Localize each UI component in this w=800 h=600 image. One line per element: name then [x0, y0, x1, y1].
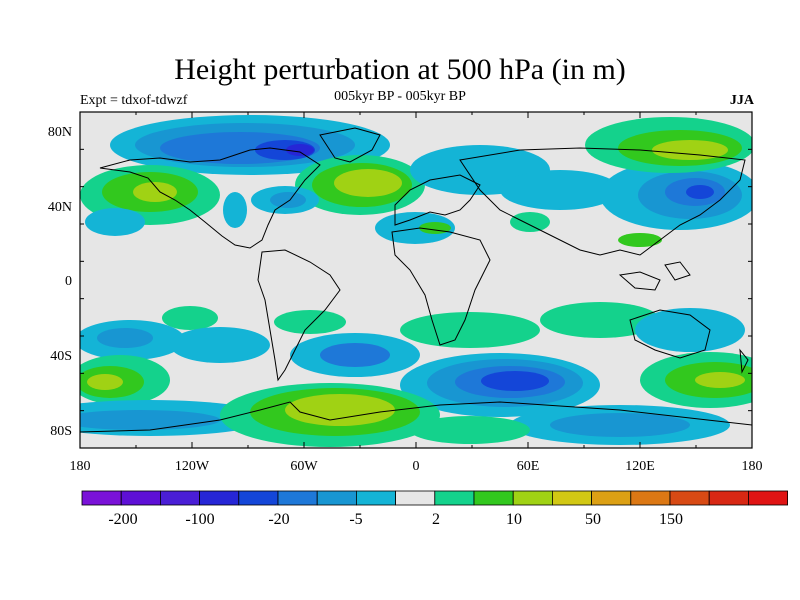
x-tick-label: 60W: [290, 459, 318, 474]
colorbar-swatch: [316, 490, 357, 506]
x-tick-label: 120E: [625, 459, 655, 474]
colorbar-label: -5: [349, 511, 362, 528]
colorbar-label: -100: [185, 511, 214, 528]
colorbar-swatch: [81, 490, 122, 506]
x-tick-label: 180: [742, 459, 763, 474]
y-tick-label: 40N: [48, 200, 72, 215]
axis-ticks: [79, 111, 753, 449]
experiment-label: Expt = tdxof-tdwzf: [80, 93, 188, 108]
y-tick-label: 40S: [50, 349, 72, 364]
colorbar-swatch: [120, 490, 161, 506]
colorbar-swatch: [238, 490, 279, 506]
colorbar-swatch: [199, 490, 240, 506]
colorbar-swatch: [395, 490, 436, 506]
colorbar-labels: -200 -100 -20 -5 2 10 50 150: [108, 511, 683, 528]
y-axis-labels: 80N 40N 0 40S 80S: [48, 125, 72, 439]
colorbar-swatch: [630, 490, 671, 506]
x-tick-label: 180: [70, 459, 91, 474]
colorbar-swatch: [434, 490, 475, 506]
colorbar-swatch: [669, 490, 710, 506]
y-tick-label: 0: [65, 274, 72, 289]
colorbar-swatch: [552, 490, 593, 506]
chart-title: Height perturbation at 500 hPa (in m): [174, 53, 626, 86]
colorbar-swatch: [277, 490, 318, 506]
colorbar-boxes: [81, 490, 789, 506]
colorbar-swatch: [591, 490, 632, 506]
coastlines: [80, 127, 752, 433]
colorbar-swatch: [473, 490, 514, 506]
season-label: JJA: [729, 93, 754, 108]
colorbar-label: -20: [268, 511, 289, 528]
y-tick-label: 80S: [50, 424, 72, 439]
colorbar-swatch: [512, 490, 553, 506]
contour-field: [80, 112, 752, 448]
x-tick-label: 0: [413, 459, 420, 474]
x-tick-label: 60E: [517, 459, 540, 474]
colorbar-swatch: [708, 490, 749, 506]
colorbar-label: 150: [659, 511, 683, 528]
x-axis-labels: 180 120W 60W 0 60E 120E 180: [70, 459, 763, 474]
colorbar-label: 2: [432, 511, 440, 528]
colorbar-swatch: [355, 490, 396, 506]
colorbar-swatch: [159, 490, 200, 506]
y-tick-label: 80N: [48, 125, 72, 140]
x-tick-label: 120W: [175, 459, 210, 474]
period-label: 005kyr BP - 005kyr BP: [334, 89, 466, 104]
colorbar-label: 50: [585, 511, 601, 528]
colorbar-swatch: [748, 490, 789, 506]
colorbar-label: 10: [506, 511, 522, 528]
colorbar-label: -200: [108, 511, 137, 528]
